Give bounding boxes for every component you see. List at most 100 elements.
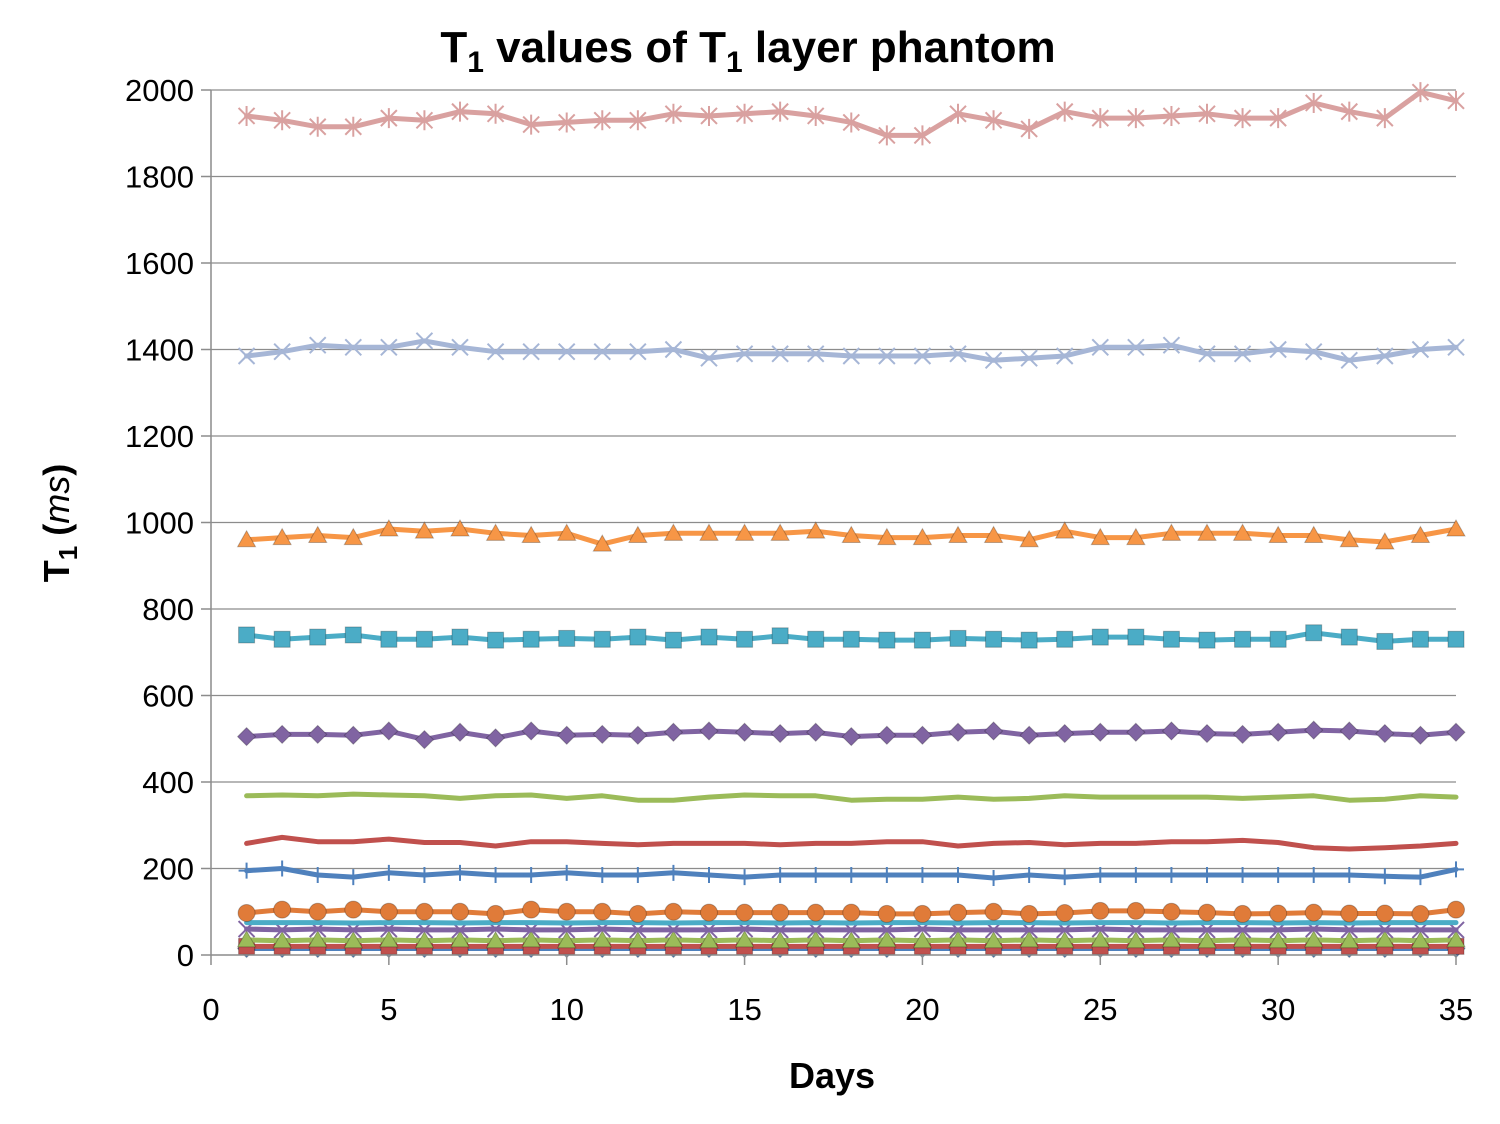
gridlines xyxy=(211,90,1456,869)
square-marker xyxy=(1270,631,1286,647)
circle-marker xyxy=(1092,902,1109,919)
plus-marker xyxy=(1448,861,1464,877)
square-marker xyxy=(986,631,1002,647)
plus-marker xyxy=(239,863,255,879)
y-tick-label: 1000 xyxy=(125,506,194,541)
diamond-marker xyxy=(771,725,789,743)
series-line xyxy=(247,837,1456,849)
circle-marker xyxy=(1270,905,1287,922)
diamond-marker xyxy=(700,722,718,740)
circle-marker xyxy=(452,903,469,920)
plus-marker xyxy=(452,865,468,881)
diamond-marker xyxy=(1056,725,1074,743)
circle-marker xyxy=(594,903,611,920)
circle-marker xyxy=(950,904,967,921)
diamond-marker xyxy=(1447,723,1465,741)
plus-marker xyxy=(345,869,361,885)
plus-marker xyxy=(488,867,504,883)
plus-marker xyxy=(701,867,717,883)
square-marker xyxy=(879,632,895,648)
circle-marker xyxy=(914,905,931,922)
circle-marker xyxy=(1127,902,1144,919)
diamond-marker xyxy=(451,723,469,741)
x-tick-label: 0 xyxy=(202,992,219,1027)
circle-marker xyxy=(416,903,433,920)
square-marker xyxy=(1128,629,1144,645)
plus-marker xyxy=(1163,867,1179,883)
y-tick-label: 1200 xyxy=(125,419,194,454)
circle-marker xyxy=(772,904,789,921)
plus-marker xyxy=(1128,867,1144,883)
square-marker xyxy=(1448,631,1464,647)
circle-marker xyxy=(843,904,860,921)
square-marker xyxy=(1199,632,1215,648)
circle-marker xyxy=(878,905,895,922)
square-marker xyxy=(665,632,681,648)
circle-marker xyxy=(523,901,540,918)
plus-marker xyxy=(1057,869,1073,885)
diamond-marker xyxy=(522,722,540,740)
series-730 xyxy=(239,625,1464,650)
x-tick-label: 25 xyxy=(1083,992,1117,1027)
square-marker xyxy=(1235,631,1251,647)
diamond-marker xyxy=(807,723,825,741)
plus-marker xyxy=(772,867,788,883)
diamond-marker xyxy=(380,722,398,740)
plus-marker xyxy=(594,867,610,883)
plus-marker xyxy=(1377,868,1393,884)
square-marker xyxy=(843,631,859,647)
chart-title: T1 values of T1 layer phantom xyxy=(440,23,1055,79)
diamond-marker xyxy=(1162,722,1180,740)
square-marker xyxy=(914,632,930,648)
diamond-marker xyxy=(1020,726,1038,744)
diamond-marker xyxy=(558,726,576,744)
plus-marker xyxy=(1199,867,1215,883)
y-axis-title: T1 (ms) xyxy=(36,464,83,582)
circle-marker xyxy=(807,904,824,921)
y-tick-label: 200 xyxy=(142,852,194,887)
circle-marker xyxy=(558,903,575,920)
plus-marker xyxy=(808,867,824,883)
circle-marker xyxy=(1021,905,1038,922)
square-marker xyxy=(559,630,575,646)
series-100 xyxy=(238,901,1464,922)
circle-marker xyxy=(1412,905,1429,922)
circle-marker xyxy=(1199,904,1216,921)
plus-marker xyxy=(1270,867,1286,883)
circle-marker xyxy=(985,903,1002,920)
plus-marker xyxy=(523,867,539,883)
square-marker xyxy=(1412,631,1428,647)
x-axis-title: Days xyxy=(789,1055,875,1096)
y-tick-label: 0 xyxy=(177,938,194,973)
plus-marker xyxy=(879,867,895,883)
y-tick-label: 400 xyxy=(142,765,194,800)
series-970 xyxy=(238,520,1465,551)
diamond-marker xyxy=(736,723,754,741)
diamond-marker xyxy=(1376,725,1394,743)
square-marker xyxy=(950,630,966,646)
plus-marker xyxy=(1306,867,1322,883)
square-marker xyxy=(1377,633,1393,649)
plus-marker xyxy=(1092,867,1108,883)
x-tick-label: 35 xyxy=(1439,992,1473,1027)
y-tick-label: 800 xyxy=(142,592,194,627)
plus-marker xyxy=(843,867,859,883)
square-marker xyxy=(381,631,397,647)
plus-marker xyxy=(914,867,930,883)
circle-marker xyxy=(701,904,718,921)
diamond-marker xyxy=(629,726,647,744)
square-marker xyxy=(274,631,290,647)
diamond-marker xyxy=(273,725,291,743)
diamond-marker xyxy=(309,725,327,743)
circle-marker xyxy=(380,903,397,920)
circle-marker xyxy=(274,901,291,918)
square-marker xyxy=(310,629,326,645)
circle-marker xyxy=(309,903,326,920)
square-marker xyxy=(1341,629,1357,645)
series-line xyxy=(247,794,1456,800)
diamond-marker xyxy=(1198,725,1216,743)
diamond-marker xyxy=(985,722,1003,740)
diamond-marker xyxy=(238,728,256,746)
